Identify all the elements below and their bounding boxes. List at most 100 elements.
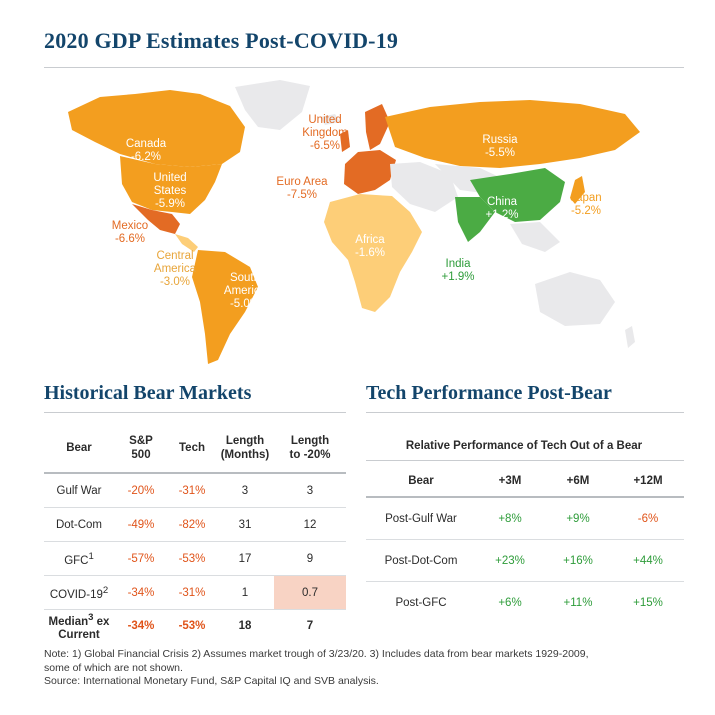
cell-12m: +15% (633, 596, 663, 609)
map-label-south-america: South America -5.0% (223, 272, 267, 310)
tech-subtitle-divider (366, 460, 684, 461)
table-row: Gulf War -20% -31% 3 3 (44, 473, 346, 508)
cell-length-to-20-highlight: 0.7 (274, 575, 346, 610)
map-label-russia: Russia -5.5% (482, 134, 518, 159)
cell-3m: +6% (498, 596, 522, 609)
cell-3m: +23% (476, 539, 544, 582)
tech-title-divider (366, 412, 684, 413)
region-euro-area (344, 150, 396, 194)
map-label-united-states: United States -5.9% (153, 172, 187, 210)
cell-tech: -31% (168, 473, 216, 508)
tech-table-subtitle: Relative Performance of Tech Out of a Be… (405, 440, 643, 452)
map-label-central-america: Central America -3.0% (153, 250, 197, 288)
region-japan (570, 176, 585, 204)
region-south-america (192, 250, 258, 364)
cell-length-to-20: 9 (274, 541, 346, 576)
map-label-india: India +1.9% (441, 258, 475, 283)
table-row-median: Median3 ex Current -34% -53% 18 7 (44, 610, 346, 644)
cell-bear-name: GFC1 (44, 541, 114, 576)
region-mexico (132, 204, 180, 234)
map-label-mexico: Mexico -6.6% (111, 220, 149, 245)
cell-length: 31 (216, 507, 274, 542)
cell-median-name: Median3 ex Current (48, 612, 110, 641)
map-label-canada: Canada -6.2% (125, 138, 167, 163)
footnote-line: Note: 1) Global Financial Crisis 2) Assu… (44, 648, 589, 660)
map-label-china: China +1.2% (485, 196, 519, 221)
cell-length-to-20: 7 (306, 620, 314, 632)
cell-length-to-20: 12 (274, 507, 346, 542)
region-central-america (175, 234, 198, 252)
cell-3m: +8% (476, 497, 544, 540)
region-scandinavia (365, 104, 390, 150)
cell-tech: -31% (168, 575, 216, 610)
table-row: Post-Gulf War +8% +9% -6% (366, 497, 684, 540)
page-title: 2020 GDP Estimates Post-COVID-19 (44, 28, 399, 53)
cell-tech: -82% (168, 507, 216, 542)
table-row: Dot-Com -49% -82% 31 12 (44, 507, 346, 542)
footnote-line: some of which are not shown. (44, 661, 183, 674)
region-australia (535, 272, 615, 326)
map-label-euro-area: Euro Area -7.5% (276, 176, 328, 201)
cell-length-to-20: 3 (274, 473, 346, 508)
region-china (470, 168, 565, 222)
col-header-bear: Bear (366, 466, 476, 498)
cell-bear-name: Gulf War (44, 473, 114, 508)
cell-12m: -6% (612, 497, 684, 540)
bear-section-title: Historical Bear Markets (44, 382, 252, 404)
cell-length: 1 (216, 575, 274, 610)
table-row: Post-GFC +6% +11% +15% (366, 582, 684, 624)
region-new-zealand (625, 326, 635, 348)
cell-sp500: -34% (114, 575, 168, 610)
col-header-6m: +6M (544, 466, 612, 498)
cell-bear-name: COVID-192 (44, 575, 114, 610)
map-label-africa: Africa -1.6% (354, 234, 386, 259)
region-india (455, 197, 495, 242)
cell-6m: +9% (544, 497, 612, 540)
cell-6m: +16% (544, 539, 612, 582)
col-header-bear: Bear (44, 424, 114, 474)
map-label-japan: Japan -5.2% (570, 192, 602, 217)
region-africa (324, 194, 422, 312)
cell-sp500: -49% (114, 507, 168, 542)
cell-length: 17 (216, 541, 274, 576)
tech-performance-table: Bear +3M +6M +12M Post-Gulf War +8% +9% … (366, 466, 684, 623)
cell-tech: -53% (168, 541, 216, 576)
table-header-row: Bear S&P 500 Tech Length (Months) Length to… (44, 424, 346, 474)
cell-sp500: -57% (114, 541, 168, 576)
cell-length: 18 (238, 620, 252, 632)
cell-sp500: -34% (127, 620, 155, 632)
cell-tech: -53% (178, 620, 206, 632)
map-label-united-kingdom: United Kingdom -6.5% (302, 114, 348, 152)
col-header-sp500: S&P 500 (114, 424, 168, 474)
cell-sp500: -20% (114, 473, 168, 508)
col-header-length-to-20: Length to -20% (274, 424, 346, 474)
footnotes: Note: 1) Global Financial Crisis 2) Assu… (44, 648, 684, 689)
region-middle-east (390, 162, 458, 212)
table-row: COVID-192 -34% -31% 1 0.7 (44, 575, 346, 610)
table-row: Post-Dot-Com +23% +16% +44% (366, 539, 684, 582)
cell-bear-name: Post-GFC (395, 596, 447, 609)
cell-bear-name: Dot-Com (44, 507, 114, 542)
footnote-marker: 2 (102, 584, 109, 596)
world-map (68, 80, 640, 364)
col-header-3m: +3M (476, 466, 544, 498)
region-iceland (320, 114, 340, 125)
cell-bear-name: Post-Dot-Com (366, 539, 476, 582)
region-canada (68, 90, 245, 167)
tech-section-title: Tech Performance Post-Bear (366, 382, 612, 404)
table-header-row: Bear +3M +6M +12M (366, 466, 684, 498)
col-header-tech: Tech (168, 424, 216, 474)
cell-6m: +11% (563, 596, 593, 609)
bear-title-divider (44, 412, 346, 413)
footnote-marker: 1 (88, 550, 94, 562)
cell-length: 3 (216, 473, 274, 508)
region-greenland (235, 80, 310, 130)
region-russia (385, 100, 640, 168)
bear-markets-table: Bear S&P 500 Tech Length (Months) Length to… (44, 424, 346, 643)
region-united-states (120, 156, 222, 214)
table-row: GFC1 -57% -53% 17 9 (44, 541, 346, 576)
region-southeast-asia (510, 222, 560, 252)
source-line: Source: International Monetary Fund, S&P… (44, 675, 379, 687)
cell-12m: +44% (612, 539, 684, 582)
region-united-kingdom (340, 130, 350, 152)
